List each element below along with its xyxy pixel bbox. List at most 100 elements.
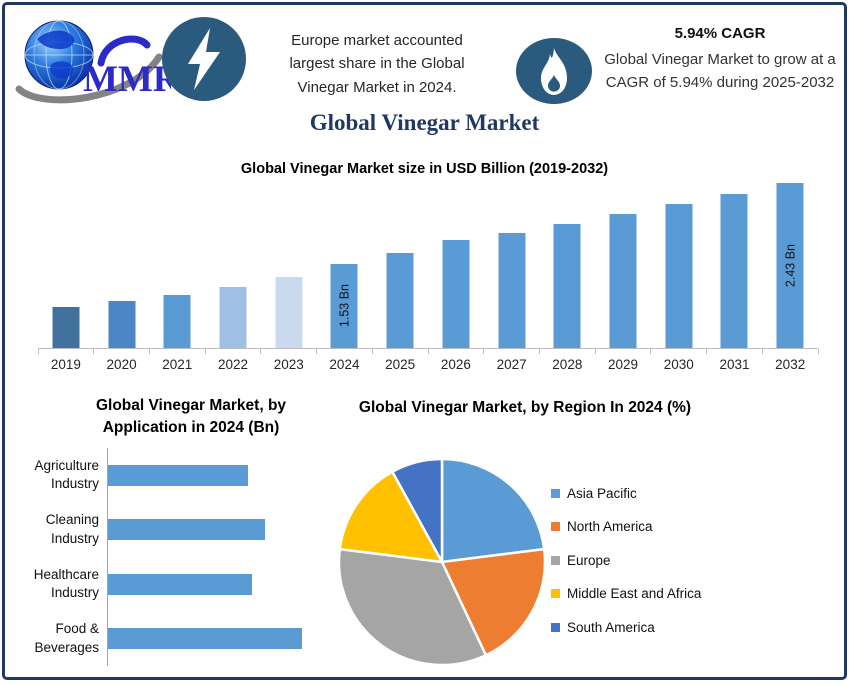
- axis-tick: [594, 349, 596, 354]
- legend-label: Asia Pacific: [567, 485, 637, 501]
- x-axis-label-2022: 2022: [217, 357, 249, 372]
- axis-tick: [260, 349, 262, 354]
- axis-tick: [38, 349, 39, 354]
- axis-tick: [93, 349, 95, 354]
- legend-label: North America: [567, 519, 653, 534]
- pie: [336, 456, 548, 668]
- bar-2022: [219, 287, 247, 348]
- pie-slice-south-america: [391, 457, 444, 564]
- bar-column-2023: 2023: [261, 182, 318, 372]
- application-bar: [108, 573, 252, 595]
- application-row: Agriculture Industry: [13, 447, 325, 503]
- axis-tick: [650, 349, 652, 354]
- axis-tick: [761, 349, 763, 354]
- bar-2025: [386, 253, 414, 348]
- application-bar-chart: Global Vinegar Market, by Application in…: [13, 395, 325, 666]
- application-chart-title: Global Vinegar Market, by Application in…: [95, 397, 287, 437]
- x-axis-label-2024: 2024: [329, 357, 360, 372]
- bar-2026: [442, 240, 470, 348]
- bar-data-label-2032: 2.43 Bn: [783, 243, 798, 288]
- bar-2028: [553, 224, 581, 348]
- application-category-label: Cleaning Industry: [45, 512, 99, 546]
- bar-column-2030: 2030: [651, 182, 708, 372]
- legend-swatch-icon: [551, 555, 560, 565]
- x-axis-label-2023: 2023: [273, 357, 304, 372]
- flame-icon: [516, 38, 592, 104]
- axis-tick: [538, 349, 540, 354]
- bar-2032: 2.43 Bn: [776, 183, 804, 348]
- legend-swatch-icon: [551, 522, 560, 531]
- bar-2021: [163, 295, 191, 348]
- application-bar: [108, 628, 302, 650]
- legend-item-middle-east-and-africa: Middle East and Africa: [551, 584, 701, 604]
- x-axis-label-2026: 2026: [440, 357, 471, 372]
- pie-slice-middle-east-and-africa: [338, 470, 444, 564]
- application-bar-zone: [107, 502, 325, 557]
- x-axis-label-2030: 2030: [663, 357, 694, 372]
- bar-column-2031: 2031: [707, 182, 763, 372]
- legend-swatch-icon: [551, 488, 560, 498]
- bar-column-2022: 2022: [205, 182, 262, 372]
- bar-column-2026: 2026: [428, 182, 485, 372]
- lightning-icon: [162, 17, 246, 101]
- application-bar: [108, 519, 265, 541]
- bar-column-2032: 2.43 Bn 2032: [762, 182, 819, 372]
- x-axis-label-2020: 2020: [106, 357, 137, 372]
- bar-2024: 1.53 Bn: [330, 264, 358, 348]
- bar-2031: [720, 194, 748, 348]
- bar-2020: [108, 301, 136, 348]
- bar-2023: [275, 277, 303, 348]
- x-axis-label-2021: 2021: [162, 357, 193, 372]
- application-bar-zone: [107, 556, 325, 612]
- axis-tick: [316, 349, 318, 354]
- application-category-label: Healthcare Industry: [33, 566, 99, 601]
- main-chart-title: Global Vinegar Market size in USD Billio…: [240, 161, 609, 177]
- axis-tick: [204, 349, 206, 354]
- bar-2027: [498, 233, 526, 348]
- application-row: Healthcare Industry: [13, 556, 325, 612]
- bar-column-2025: 2025: [372, 182, 429, 372]
- x-axis-label-2032: 2032: [775, 357, 806, 372]
- bar-column-2029: 2029: [595, 182, 652, 372]
- axis-tick: [706, 349, 708, 354]
- bar-2029: [609, 214, 637, 348]
- legend-swatch-icon: [551, 589, 560, 598]
- application-category-label: Food & Beverages: [34, 621, 99, 655]
- region-pie-chart: Global Vinegar Market, by Region In 2024…: [335, 397, 847, 677]
- axis-tick: [483, 349, 485, 354]
- bar-column-2024: 1.53 Bn 2024: [317, 182, 373, 372]
- legend-label: Middle East and Africa: [567, 586, 702, 601]
- axis-tick: [817, 349, 819, 354]
- mmr-logo: MMR: [13, 13, 181, 105]
- application-row: Food & Beverages: [13, 611, 325, 666]
- legend-label: Europe: [567, 552, 611, 568]
- application-bar: [108, 464, 248, 486]
- application-bars: Agriculture Industry Cleaning Industry Hea…: [13, 447, 325, 666]
- x-axis-label-2031: 2031: [719, 357, 750, 372]
- axis-tick: [427, 349, 429, 354]
- legend-item-europe: Europe: [551, 550, 701, 570]
- region-chart-title: Global Vinegar Market, by Region In 2024…: [358, 399, 692, 416]
- application-category-label: Agriculture Industry: [34, 457, 99, 492]
- bar-column-2028: 2028: [539, 182, 596, 372]
- legend-item-south-america: South America: [551, 617, 701, 637]
- x-axis-label-2029: 2029: [608, 357, 639, 372]
- axis-tick: [371, 349, 373, 354]
- cagr-title: 5.94% CAGR: [674, 25, 766, 42]
- legend-swatch-icon: [551, 622, 560, 632]
- legend-item-north-america: North America: [551, 517, 701, 537]
- application-bar-zone: [107, 447, 325, 503]
- application-row: Cleaning Industry: [13, 502, 325, 557]
- x-axis-label-2028: 2028: [552, 357, 583, 372]
- bar-column-2019: 2019: [38, 182, 95, 372]
- bar-column-2027: 2027: [484, 182, 540, 372]
- page-title: Global Vinegar Market: [309, 110, 540, 135]
- bar-data-label-2024: 1.53 Bn: [337, 284, 352, 328]
- application-bar-zone: [107, 611, 325, 666]
- logo-text: MMR: [83, 59, 171, 100]
- x-axis-label-2027: 2027: [496, 357, 527, 372]
- legend-label: South America: [567, 619, 655, 635]
- bar-2019: [52, 307, 80, 348]
- x-axis-label-2025: 2025: [385, 357, 416, 372]
